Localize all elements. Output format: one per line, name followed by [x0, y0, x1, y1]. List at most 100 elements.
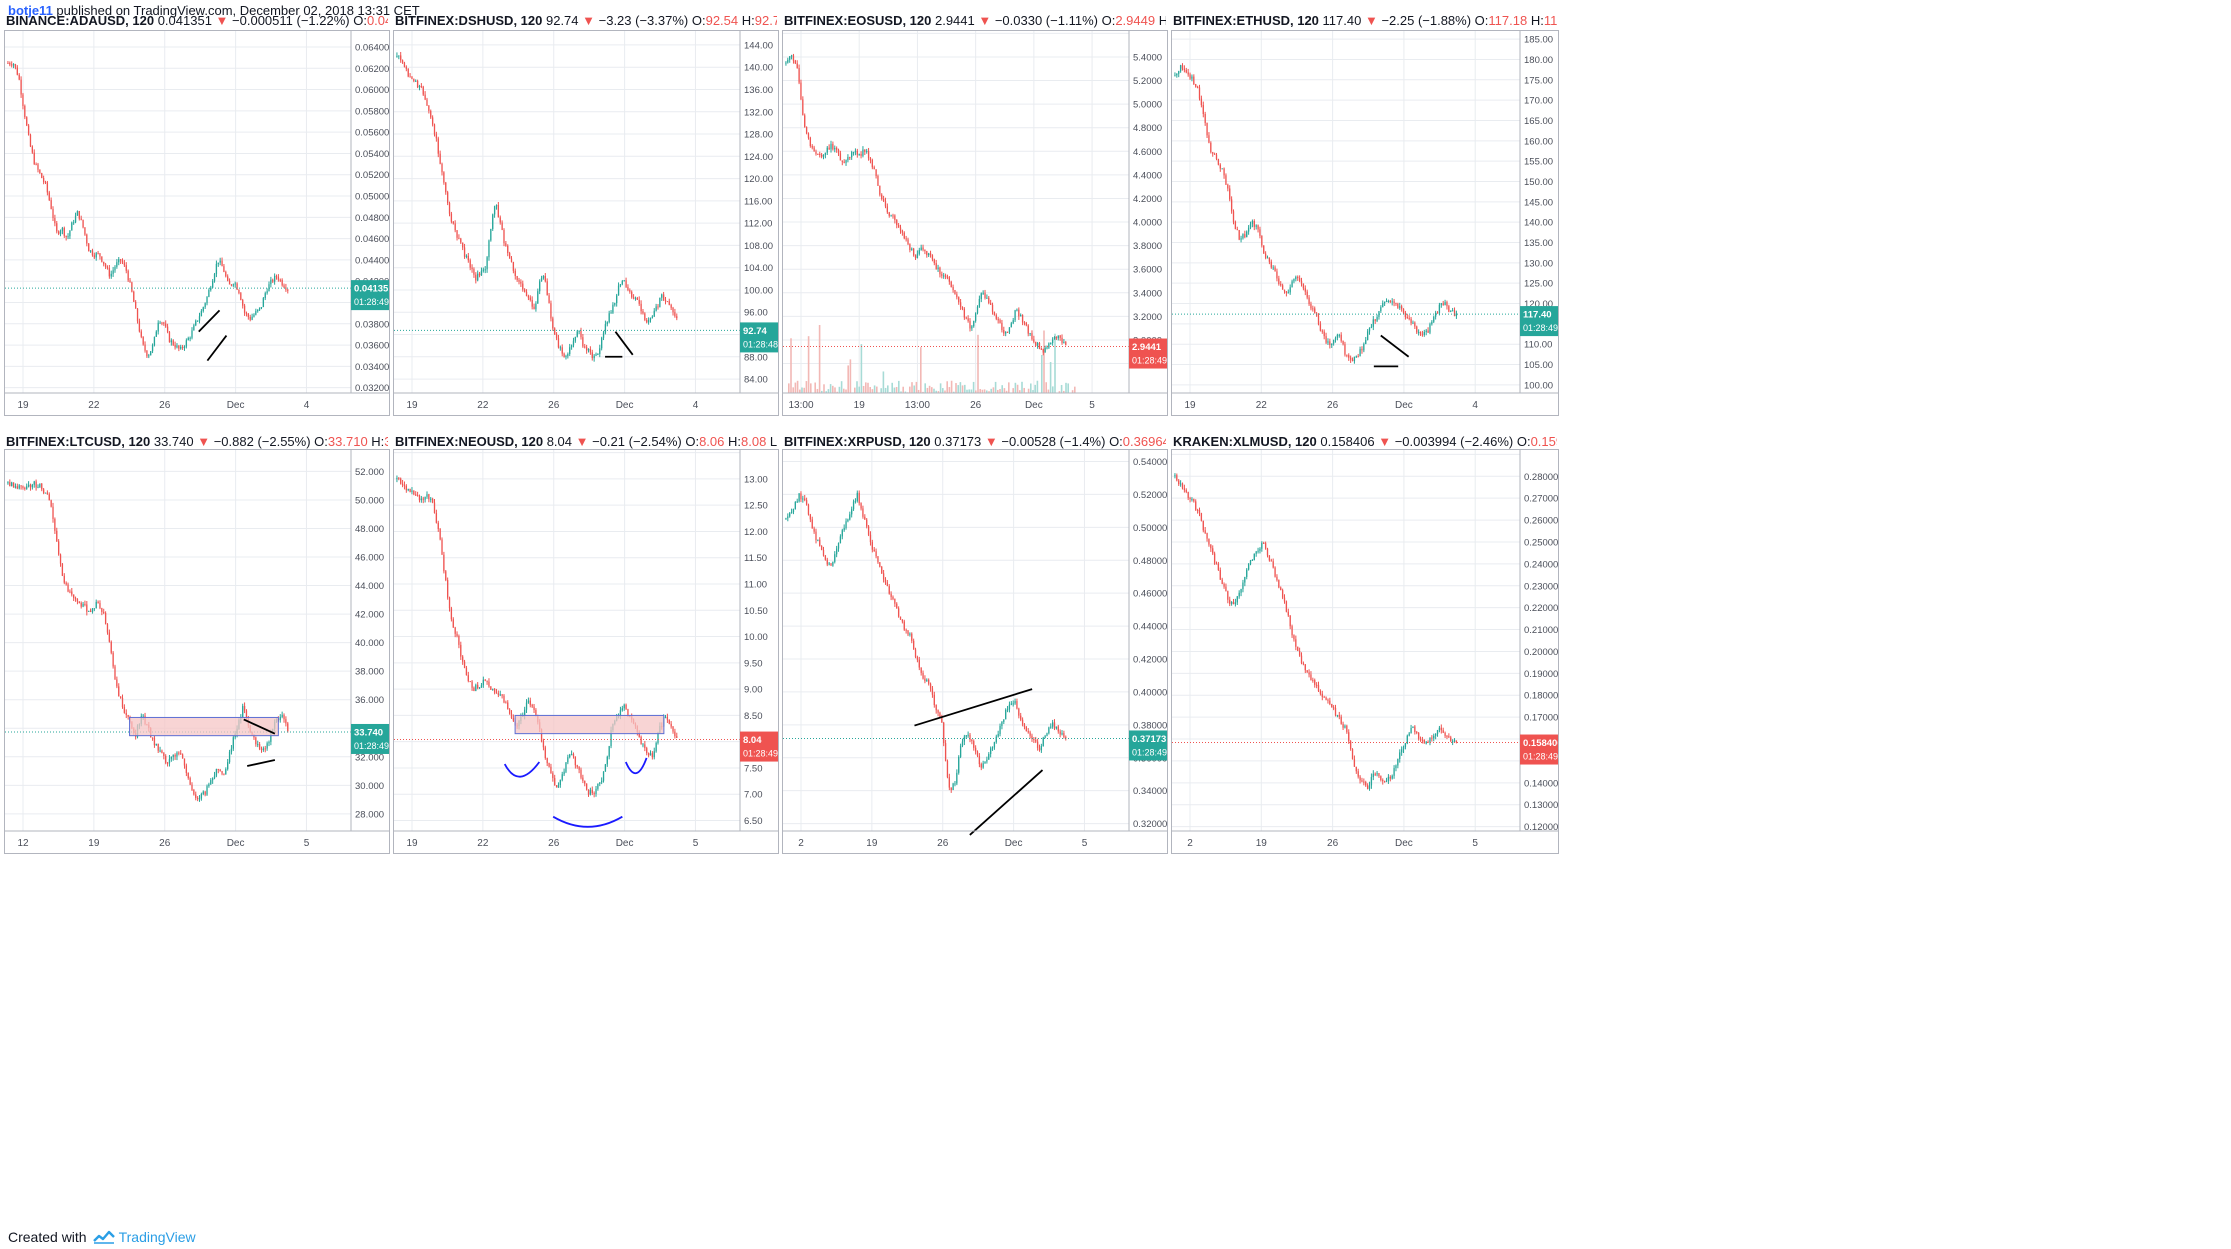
user-drawings[interactable] — [914, 688, 1044, 836]
candle — [153, 735, 156, 748]
candle — [1365, 780, 1367, 787]
candle — [1366, 783, 1369, 790]
candle — [1230, 601, 1233, 606]
candle — [281, 711, 283, 719]
candle — [971, 324, 973, 331]
pattern-curve[interactable] — [624, 757, 648, 775]
user-drawings[interactable] — [605, 331, 634, 358]
candle — [989, 746, 992, 758]
chart-svg[interactable]: 185.00180.00175.00170.00165.00160.00155.… — [1172, 31, 1559, 416]
candle — [140, 329, 142, 339]
candle — [958, 296, 960, 305]
x-tick-label: 5 — [1089, 400, 1095, 411]
trend-line[interactable] — [914, 688, 1033, 727]
trend-line[interactable] — [1380, 334, 1410, 358]
candle — [1278, 579, 1280, 589]
candle — [1434, 310, 1437, 320]
chart-svg[interactable]: 13.0012.5012.0011.5011.0010.5010.009.509… — [394, 450, 779, 854]
candle — [204, 790, 206, 797]
y-tick-label: 180.00 — [1524, 55, 1553, 66]
candle — [1357, 768, 1359, 779]
candle — [7, 481, 9, 485]
chart-panel-bitfinex-xrpusd[interactable]: 0.54000 0.52000 0.50000 0.48000 0.46000 0.440… — [782, 449, 1168, 854]
volume-bar — [832, 385, 834, 393]
chart-panel-binance-adausd[interactable]: 0.0640000.0620000.0600000.0580000.056000… — [4, 30, 390, 416]
bar-countdown: 01:28:49 — [1523, 323, 1558, 333]
candle — [1361, 777, 1363, 783]
candle — [31, 483, 34, 490]
candle — [969, 733, 971, 743]
x-tick-label: 26 — [1327, 838, 1339, 849]
chart-panel-bitfinex-dshusd[interactable]: 144.00 140.00 136.00 132.00 128.00 124.00 120.… — [393, 30, 779, 416]
candle — [1412, 320, 1414, 324]
chart-panel-kraken-xlmusd[interactable]: 0.2800000.2700000.2600000.2500000.240000… — [1171, 449, 1559, 854]
candle — [589, 346, 592, 355]
open-value: 8.06 — [699, 434, 728, 449]
resistance-zone[interactable] — [514, 714, 665, 735]
chart-panel-bitfinex-neousd[interactable]: 13.00 12.50 12.00 11.50 11.00 10.50 10.00 9.50 9… — [393, 449, 779, 854]
user-drawings[interactable] — [198, 309, 228, 362]
chart-panel-bitfinex-eosusd[interactable]: 5.4000 5.2000 5.0000 4.8000 4.6000 4.4000 4.20… — [782, 30, 1168, 416]
candle — [537, 288, 539, 304]
candle — [465, 254, 468, 259]
chart-svg[interactable]: 5.40005.20005.00004.80004.60004.40004.20… — [783, 31, 1168, 416]
candle — [471, 264, 473, 273]
chart-svg[interactable]: 0.2800000.2700000.2600000.2500000.240000… — [1172, 450, 1559, 854]
chart-svg[interactable]: 0.0640000.0620000.0600000.0580000.056000… — [5, 31, 390, 416]
volume-bar — [1036, 380, 1039, 393]
user-drawings[interactable] — [503, 714, 665, 828]
resistance-zone[interactable] — [129, 716, 279, 737]
candle — [565, 762, 567, 774]
author-link[interactable]: botje11 — [8, 3, 53, 18]
candle — [428, 493, 430, 503]
trend-line[interactable] — [614, 331, 634, 356]
candle — [931, 254, 934, 262]
pattern-curve[interactable] — [552, 815, 623, 828]
candle — [982, 760, 984, 769]
candle — [88, 610, 90, 612]
candle — [559, 779, 561, 788]
candle — [101, 256, 103, 263]
symbol-label: BINANCE:ADAUSD, 120 — [6, 13, 158, 28]
candle — [1308, 669, 1310, 678]
candle — [446, 190, 449, 206]
candle — [785, 61, 787, 66]
x-tick-label: Dec — [227, 400, 245, 411]
chart-panel-bitfinex-ethusd[interactable]: 185.00 180.00 175.00 170.00 165.00 160.00 155.… — [1171, 30, 1559, 416]
candle — [57, 539, 60, 556]
trend-line[interactable] — [198, 309, 221, 333]
trend-line[interactable] — [206, 334, 228, 362]
chart-svg[interactable]: 144.00140.00136.00132.00128.00124.00120.… — [394, 31, 779, 416]
candle — [178, 345, 180, 352]
tradingview-brand[interactable]: TradingView — [92, 1228, 196, 1246]
candle — [80, 215, 82, 221]
candle — [1215, 561, 1218, 565]
candle — [991, 302, 994, 315]
chart-svg[interactable]: 0.540000.520000.500000.480000.460000.440… — [783, 450, 1168, 854]
chart-panel-bitfinex-ltcusd[interactable]: 52.000 50.000 48.000 46.000 44.000 42.000 40.0… — [4, 449, 390, 854]
volume-bar — [1074, 386, 1076, 393]
user-drawings[interactable] — [129, 716, 279, 767]
candle — [206, 784, 208, 796]
candle — [29, 133, 32, 148]
user-drawings[interactable] — [1373, 334, 1410, 368]
y-tick-label: 112.00 — [744, 219, 772, 230]
trend-line[interactable] — [247, 759, 276, 767]
candle — [456, 631, 458, 638]
candle — [1232, 598, 1235, 605]
y-tick-label: 13.00 — [744, 474, 768, 485]
candle — [1325, 332, 1327, 345]
candle — [163, 321, 165, 326]
pattern-curve[interactable] — [503, 761, 541, 778]
trend-line[interactable] — [243, 718, 276, 735]
candle — [507, 700, 509, 710]
trend-line[interactable] — [969, 769, 1044, 836]
candle — [1191, 74, 1193, 82]
candle — [1382, 300, 1384, 308]
candle — [837, 542, 840, 552]
chart-legend-6: BITFINEX:XRPUSD, 120 0.37173 ▼ −0.00528 … — [784, 434, 1166, 450]
chart-svg[interactable]: 52.00050.00048.00046.00044.00042.00040.0… — [5, 450, 390, 854]
candle — [572, 337, 575, 348]
